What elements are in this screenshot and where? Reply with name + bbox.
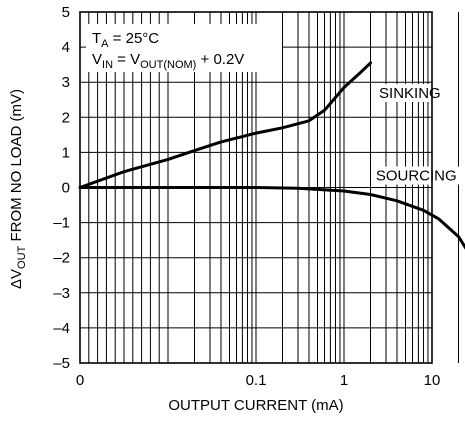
y-tick-label: –5 bbox=[53, 355, 70, 372]
x-tick-label: 0 bbox=[76, 372, 84, 389]
series-label-backdrop bbox=[376, 83, 453, 102]
data-curves bbox=[78, 61, 465, 250]
plot-frame bbox=[79, 11, 433, 364]
conditions-backdrop bbox=[86, 24, 282, 72]
y-tick-label: –3 bbox=[53, 285, 70, 302]
y-tick-label: –2 bbox=[53, 250, 70, 267]
y-tick-label: 0 bbox=[62, 180, 70, 197]
series-label-backdrop bbox=[372, 166, 465, 185]
series-line-sinking bbox=[78, 61, 372, 189]
y-tick-label: –4 bbox=[53, 320, 70, 337]
condition-temperature: TA = 25°C bbox=[92, 30, 159, 50]
y-tick-label: 1 bbox=[62, 144, 70, 161]
x-axis-label: OUTPUT CURRENT (mA) bbox=[168, 397, 343, 414]
y-tick-label: 4 bbox=[62, 39, 70, 56]
y-tick-label: 2 bbox=[62, 109, 70, 126]
labels: SINKING SOURCING bbox=[372, 83, 465, 185]
tick-labels: 00.1110100543210–1–2–3–4–5 bbox=[53, 4, 441, 389]
condition-input-voltage: VIN = VOUT(NOM) + 0.2V bbox=[92, 51, 244, 71]
y-tick-label: 5 bbox=[62, 4, 70, 21]
y-axis-label: ΔVOUT FROM NO LOAD (mV) bbox=[8, 89, 28, 289]
y-tick-label: –1 bbox=[53, 215, 70, 232]
series-label-sinking: SINKING bbox=[379, 85, 441, 102]
x-tick-label: 1 bbox=[340, 372, 348, 389]
series-label-sourcing: SOURCING bbox=[376, 167, 457, 184]
series-line-sourcing bbox=[78, 186, 465, 250]
y-tick-label: 3 bbox=[62, 74, 70, 91]
x-tick-label: 10 bbox=[424, 372, 441, 389]
x-tick-label: 0.1 bbox=[246, 372, 267, 389]
